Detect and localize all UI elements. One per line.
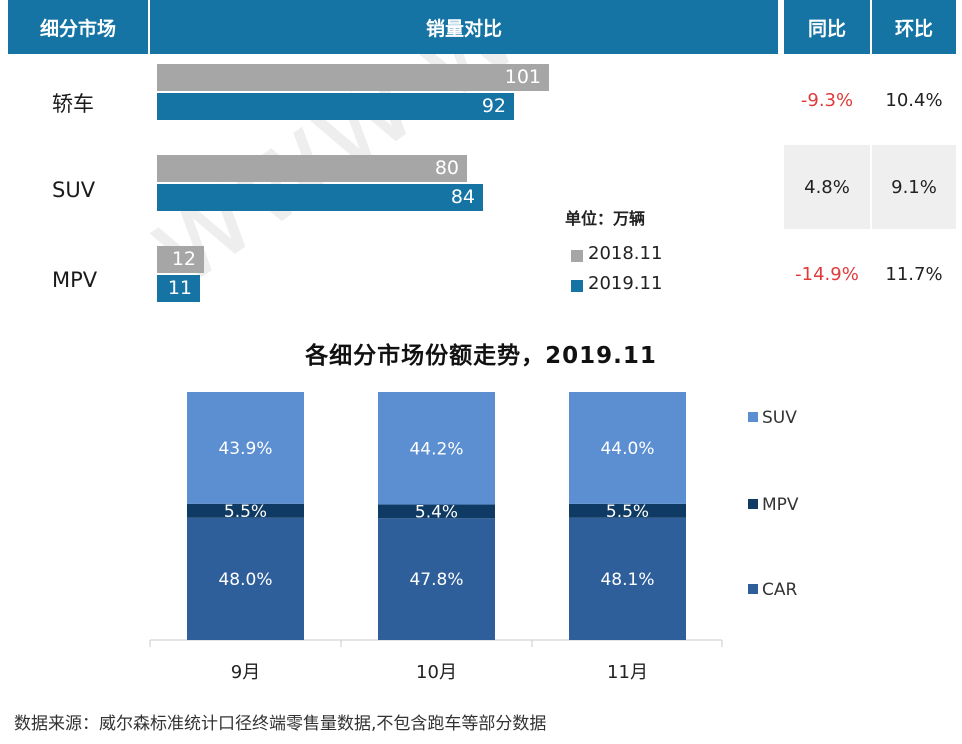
segment-mpv-2 <box>569 503 686 518</box>
yoy-car: -9.3% <box>800 89 854 111</box>
data-label-car-2: 48.1% <box>600 570 654 590</box>
legend-label-car: CAR <box>762 580 797 600</box>
segment-car-2 <box>569 517 686 640</box>
segment-suv-0 <box>187 392 304 504</box>
segment-car-0 <box>187 517 304 640</box>
legend-swatch-2019 <box>571 280 583 292</box>
x-tick-label-1: 10月 <box>416 662 457 683</box>
legend-label-2018: 2018.11 <box>588 243 663 264</box>
bar-value-car-2019.11: 92 <box>481 95 506 117</box>
unit-label: 单位：万辆 <box>565 209 646 228</box>
data-label-suv-0: 43.9% <box>218 439 272 459</box>
bar-suv-2019.11: 84 <box>157 184 483 211</box>
bar-value-mpv-2018.11: 12 <box>171 248 196 270</box>
yoy-suv: 4.8% <box>784 145 870 229</box>
data-label-mpv-0: 5.5% <box>224 502 267 522</box>
data-label-car-0: 48.0% <box>218 570 272 590</box>
data-label-suv-2: 44.0% <box>600 439 654 459</box>
source-note: 数据来源：威尔森标准统计口径终端零售量数据,不包含跑车等部分数据 <box>14 714 547 734</box>
bar-mpv-2019.11: 11 <box>157 275 200 302</box>
row-label-suv: SUV <box>52 178 96 202</box>
mom-mpv: 11.7% <box>885 263 943 285</box>
bar-car-2019.11: 92 <box>157 93 514 120</box>
share-stacked-chart: 9月 10月 11月 48.0% 5.5% 43.9% 47.8% 5.4% 44.2% 48.1… <box>149 392 799 683</box>
segment-car-1 <box>378 518 495 640</box>
header-comparison: 销量对比 <box>150 0 778 54</box>
segment-mpv-0 <box>187 503 304 518</box>
header-mom: 环比 <box>872 0 956 54</box>
legend-swatch-mpv <box>748 499 758 509</box>
legend-label-suv: SUV <box>762 408 797 428</box>
legend-swatch-2018 <box>571 250 583 262</box>
bar-suv-2018.11: 80 <box>157 155 467 182</box>
mom-suv: 9.1% <box>872 145 956 229</box>
data-label-mpv-2: 5.5% <box>606 502 649 522</box>
yoy-mpv: -14.9% <box>795 263 859 285</box>
bar-value-suv-2018.11: 80 <box>434 157 459 179</box>
row-label-mpv: MPV <box>52 268 98 292</box>
legend-label-mpv: MPV <box>762 495 799 515</box>
row-label-car: 轿车 <box>52 92 94 116</box>
x-tick-label-0: 9月 <box>231 662 260 683</box>
segment-suv-1 <box>378 392 495 505</box>
header-segment: 细分市场 <box>8 0 148 54</box>
header-yoy: 同比 <box>784 0 870 54</box>
data-label-mpv-1: 5.4% <box>415 502 458 522</box>
bar-mpv-2018.11: 12 <box>157 246 204 273</box>
data-label-suv-1: 44.2% <box>409 439 463 459</box>
segment-suv-2 <box>569 392 686 504</box>
bar-value-suv-2019.11: 84 <box>450 186 475 208</box>
x-tick-label-2: 11月 <box>607 662 648 683</box>
bar-car-2018.11: 101 <box>157 64 549 91</box>
legend-swatch-car <box>748 584 758 594</box>
bar-value-car-2018.11: 101 <box>504 66 541 88</box>
mom-car: 10.4% <box>885 89 943 111</box>
legend-label-2019: 2019.11 <box>588 273 663 294</box>
segment-mpv-1 <box>378 504 495 519</box>
share-chart-title: 各细分市场份额走势，2019.11 <box>305 343 657 369</box>
legend-swatch-suv <box>748 412 758 422</box>
data-label-car-1: 47.8% <box>409 570 463 590</box>
bar-value-mpv-2019.11: 11 <box>167 277 192 299</box>
